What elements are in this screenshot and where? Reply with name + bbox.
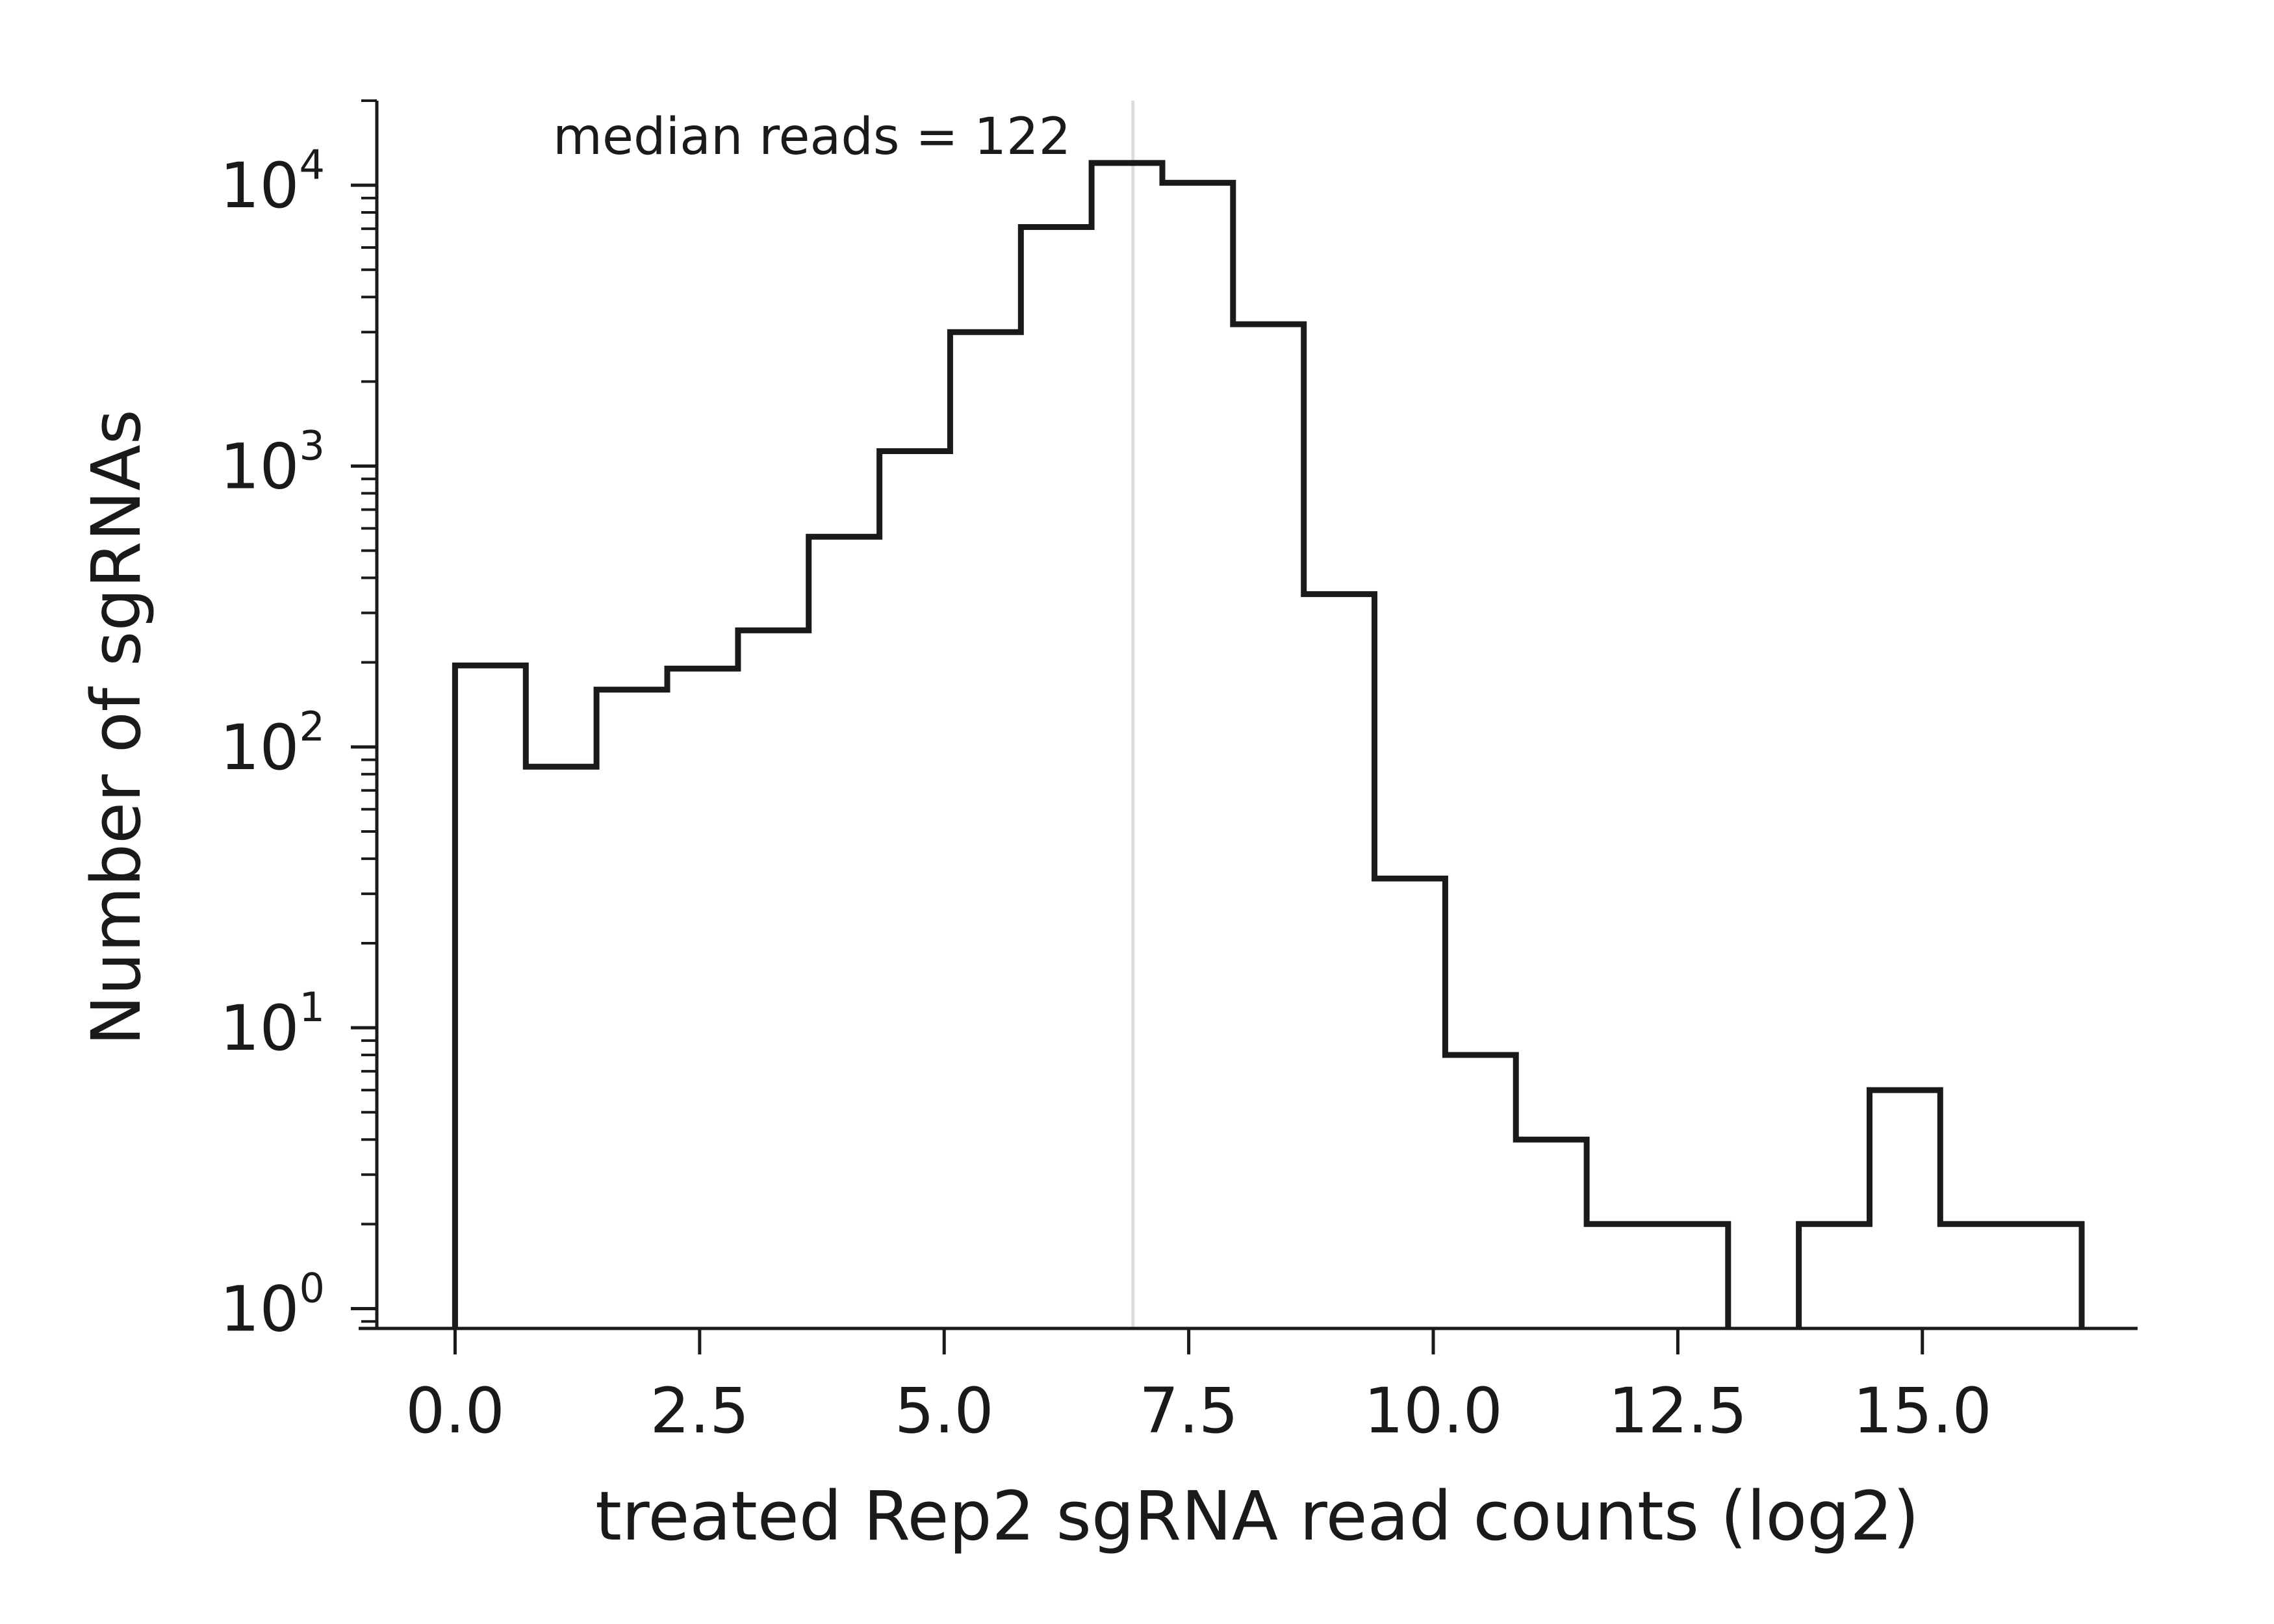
x-tick-label: 0.0	[405, 1375, 505, 1447]
median-annotation: median reads = 122	[553, 108, 1071, 166]
plot-area	[452, 101, 2085, 1328]
x-tick-label: 2.5	[650, 1375, 749, 1447]
y-tick-label: 104	[220, 141, 325, 222]
x-tick-label: 10.0	[1364, 1375, 1503, 1447]
y-axis-ticks: 100 101 102 103 104	[220, 99, 377, 1345]
y-tick-label: 101	[220, 983, 325, 1065]
y-tick-label: 103	[220, 422, 325, 503]
y-axis-title: Number of sgRNAs	[77, 409, 156, 1046]
y-tick-label: 100	[220, 1264, 325, 1345]
x-tick-label: 5.0	[895, 1375, 994, 1447]
x-axis-ticks: 0.0 2.5 5.0 7.5 10.0 12.5 15.0	[405, 1328, 1992, 1447]
axes	[359, 101, 2138, 1330]
histogram-outline	[452, 160, 2085, 1328]
x-axis-title: treated Rep2 sgRNA read counts (log2)	[595, 1477, 1919, 1556]
x-tick-label: 7.5	[1139, 1375, 1238, 1447]
x-tick-label: 12.5	[1609, 1375, 1748, 1447]
x-tick-label: 15.0	[1853, 1375, 1992, 1447]
y-tick-label: 102	[220, 703, 325, 784]
